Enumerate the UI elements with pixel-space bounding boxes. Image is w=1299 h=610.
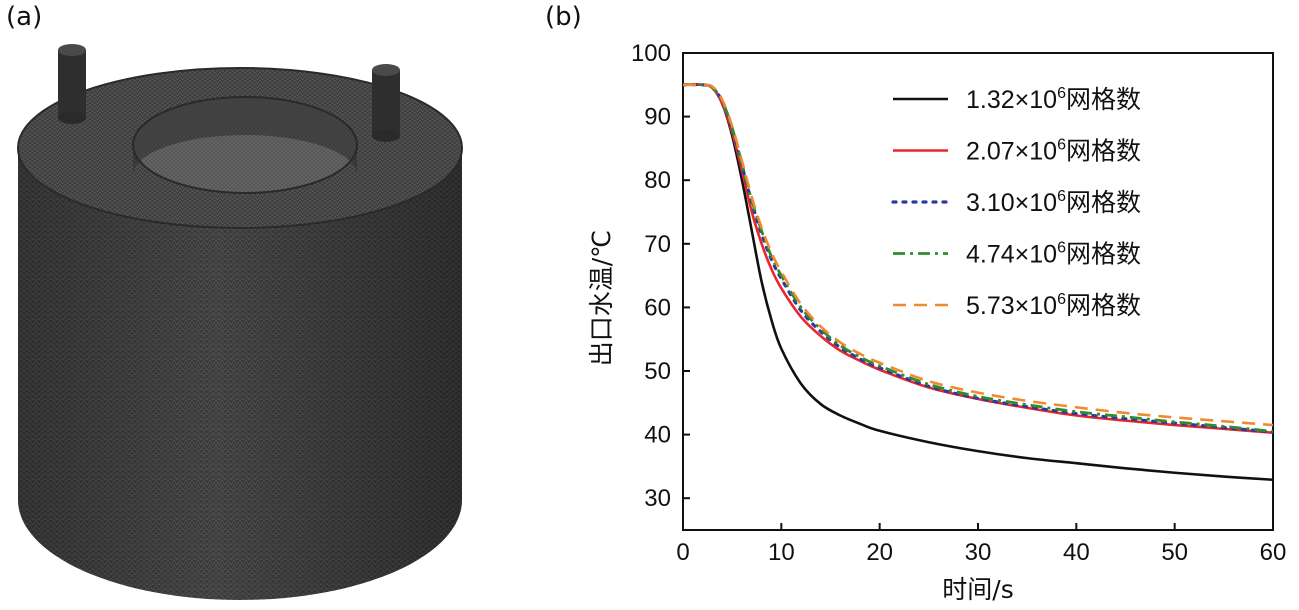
outlet-pipe bbox=[372, 64, 400, 142]
x-tick-label: 40 bbox=[1063, 539, 1090, 566]
x-tick-label: 20 bbox=[866, 539, 893, 566]
y-tick-label: 80 bbox=[644, 167, 671, 194]
series-line-4 bbox=[683, 83, 1273, 433]
y-tick-label: 60 bbox=[644, 294, 671, 321]
x-tick-label: 10 bbox=[768, 539, 795, 566]
panel-b-label: (b) bbox=[545, 2, 582, 32]
mesh-cylinder-figure bbox=[17, 44, 463, 600]
legend-label-4: 4.74×106网格数 bbox=[966, 240, 1141, 269]
series-lines bbox=[683, 83, 1273, 482]
y-tick-label: 40 bbox=[644, 422, 671, 449]
legend-label-1: 1.32×106网格数 bbox=[966, 85, 1141, 114]
cylinder-body bbox=[18, 148, 462, 600]
x-tick-label: 30 bbox=[965, 539, 992, 566]
inlet-pipe bbox=[58, 44, 86, 124]
axis-ticks: 0 10 20 30 40 50 60 30 40 50 60 70 80 90 100 bbox=[631, 40, 1286, 566]
legend-label-5: 5.73×106网格数 bbox=[966, 291, 1141, 320]
y-axis-title: 出口水温/℃ bbox=[587, 230, 616, 367]
cylinder-inner-hole bbox=[132, 96, 358, 194]
legend-label-2: 2.07×106网格数 bbox=[966, 137, 1141, 166]
panel-a-label: (a) bbox=[6, 2, 43, 32]
series-line-5 bbox=[683, 83, 1273, 427]
y-tick-label: 90 bbox=[644, 104, 671, 131]
series-line-3 bbox=[683, 83, 1273, 434]
x-tick-label: 0 bbox=[676, 539, 689, 566]
y-tick-label: 100 bbox=[631, 40, 671, 67]
y-tick-label: 70 bbox=[644, 231, 671, 258]
x-tick-label: 60 bbox=[1260, 539, 1287, 566]
y-tick-label: 50 bbox=[644, 358, 671, 385]
legend-label-3: 3.10×106网格数 bbox=[966, 188, 1141, 217]
x-tick-label: 50 bbox=[1161, 539, 1188, 566]
x-axis-title: 时间/s bbox=[942, 575, 1013, 604]
y-tick-label: 30 bbox=[644, 485, 671, 512]
legend: 1.32×106网格数 2.07×106网格数 3.10×106网格数 4.74×10… bbox=[891, 85, 1141, 320]
